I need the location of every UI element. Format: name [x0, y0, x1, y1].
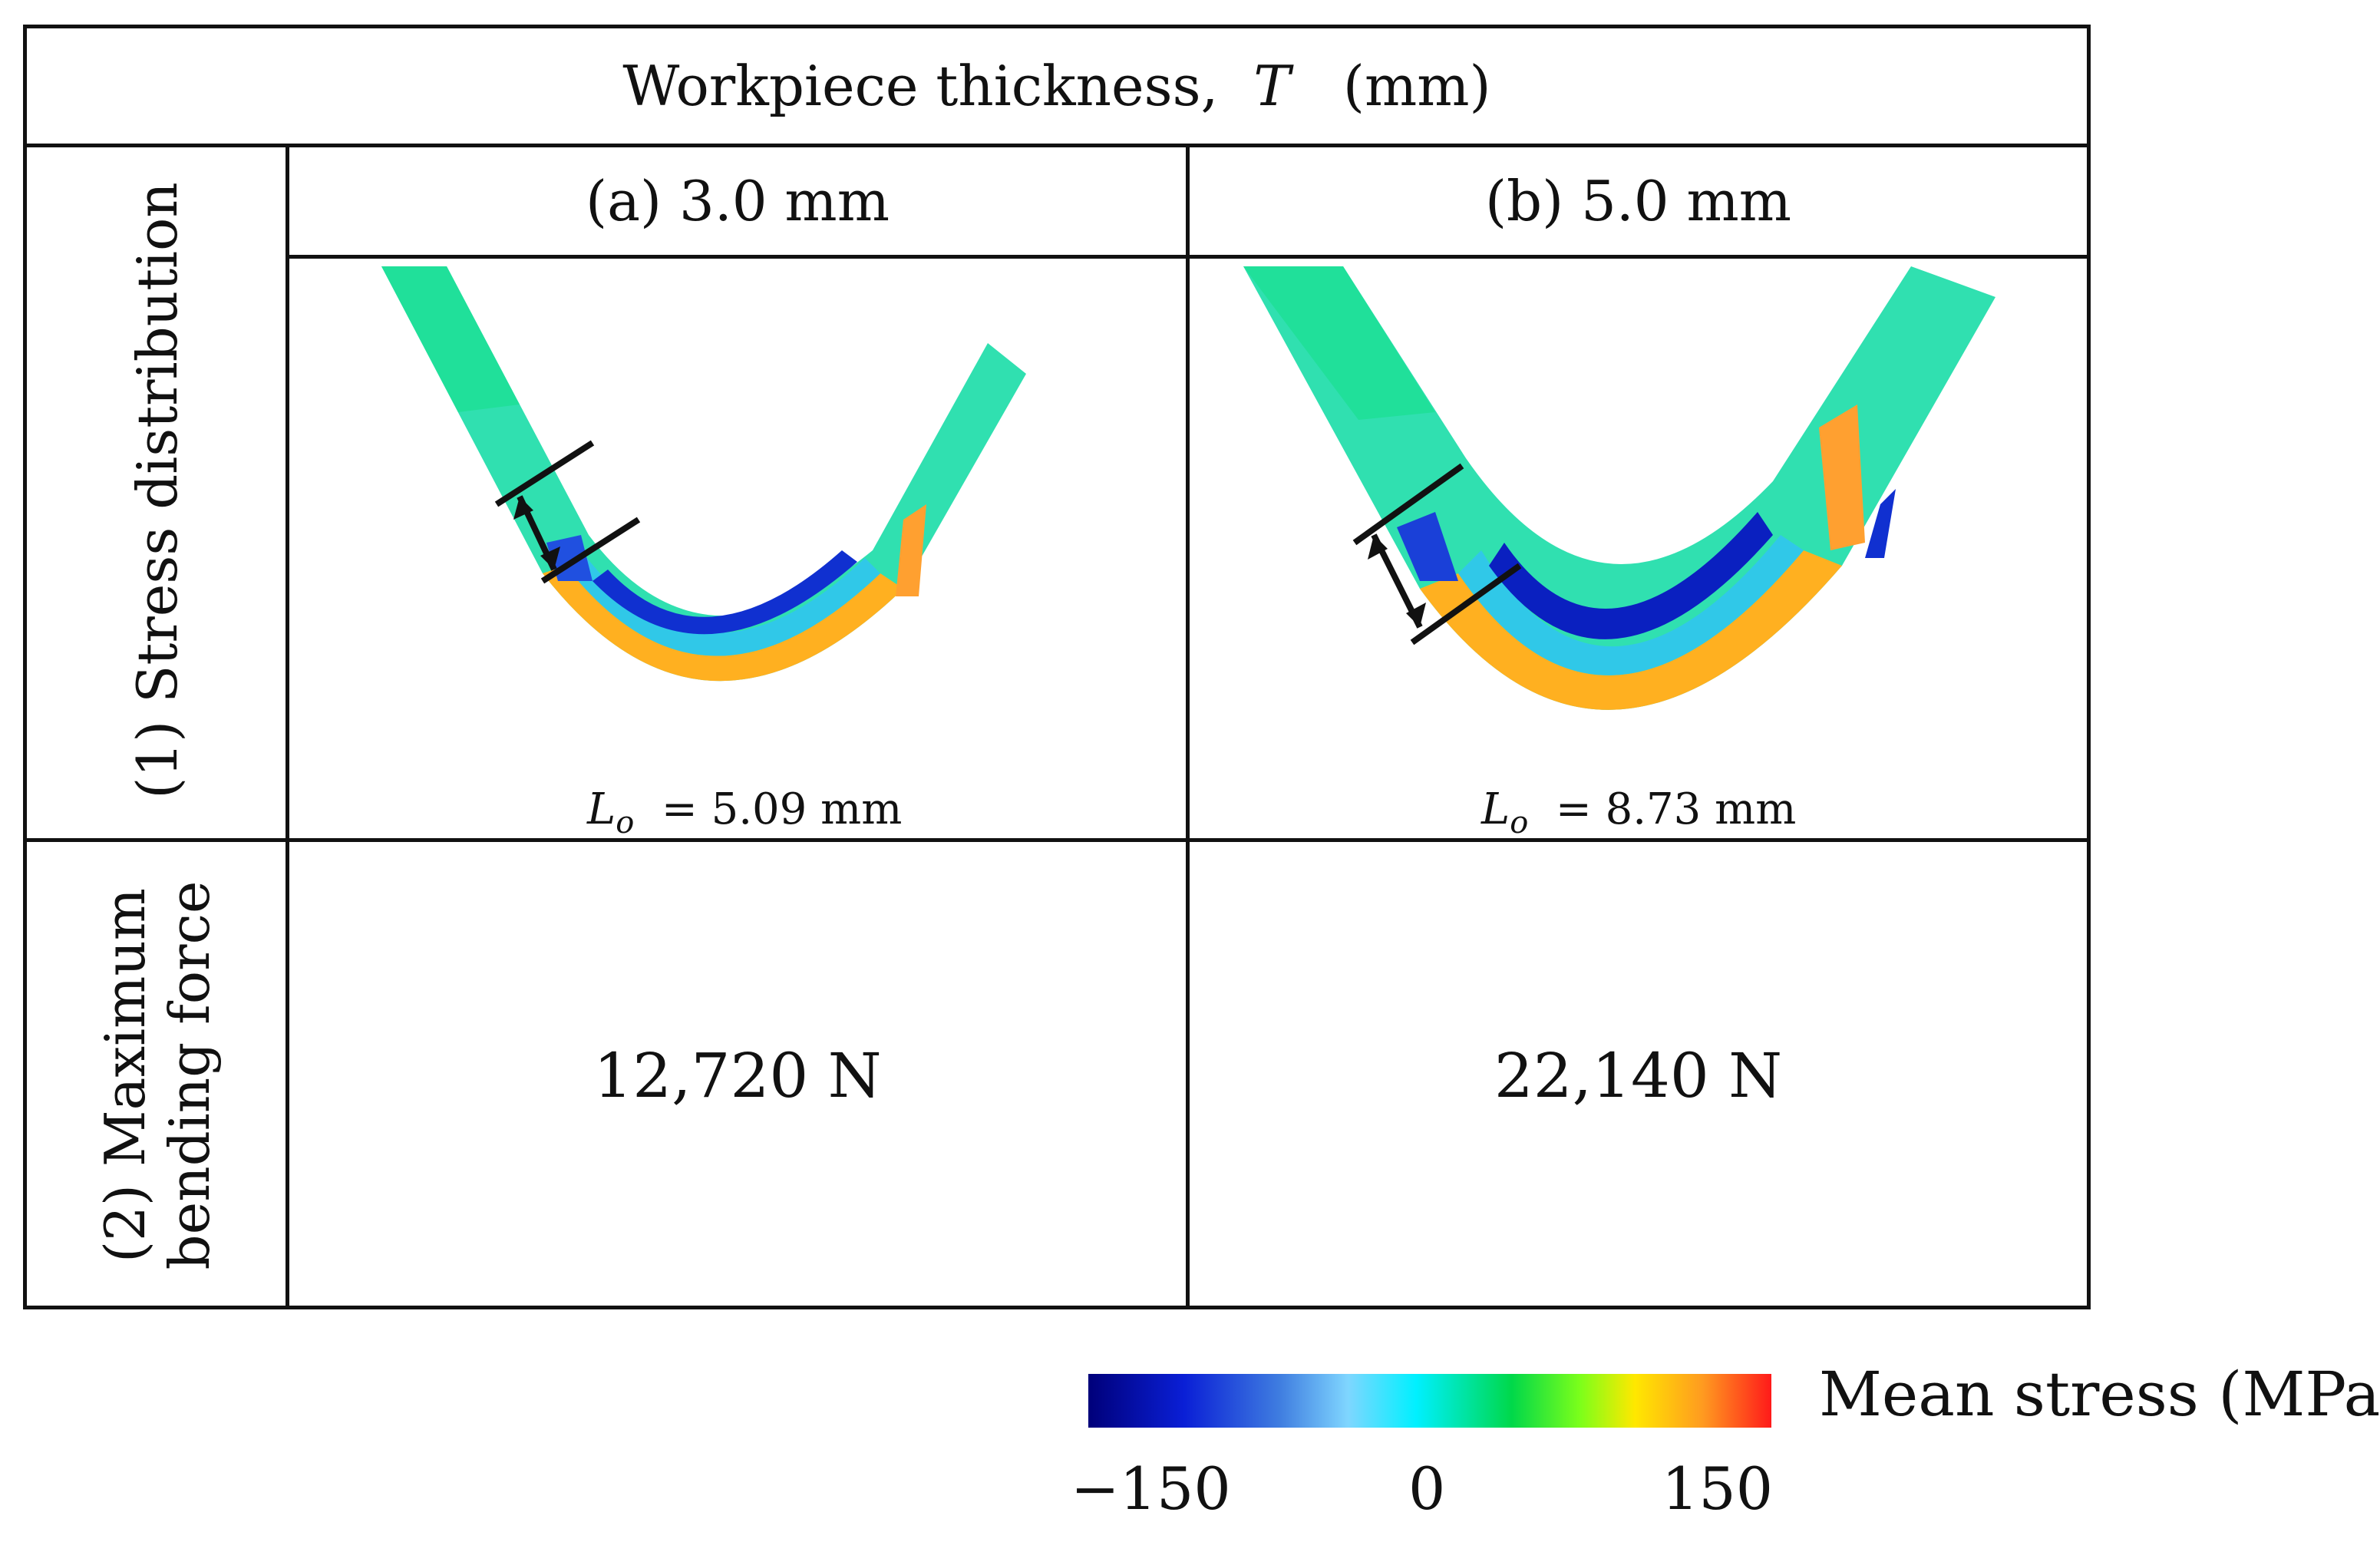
colorbar-tick-min: −150: [1071, 1454, 1231, 1523]
colorbar-title: Mean stress (MPa): [1819, 1359, 2380, 1430]
stress-plot-b: [1243, 266, 1995, 710]
row-label-force-line1: (2) Maximum: [93, 887, 157, 1263]
lo-symbol-a: L: [587, 784, 616, 834]
column-header-b-text: (b) 5.0 mm: [1484, 169, 1792, 233]
max-force-b-text: 22,140 N: [1494, 1040, 1783, 1111]
row-divider: [27, 838, 2087, 842]
column-header-a: (a) 3.0 mm: [289, 147, 1186, 255]
column-header-b: (b) 5.0 mm: [1190, 147, 2087, 255]
label-column-divider: [286, 144, 289, 1309]
column-header-a-text: (a) 3.0 mm: [586, 169, 890, 233]
colorbar: [1088, 1374, 1771, 1428]
length-marker-a: [494, 440, 641, 584]
workpiece-shape-a: [381, 266, 1026, 682]
lo-sub-a: o: [616, 805, 635, 841]
row-label-stress-text: (1) Stress distribution: [125, 182, 190, 799]
lo-label-a: Lo = 5.09 mm: [587, 784, 902, 840]
title-divider: [27, 144, 2087, 147]
lo-symbol-b: L: [1481, 784, 1510, 834]
max-force-a-text: 12,720 N: [593, 1040, 882, 1111]
header-divider: [286, 255, 2087, 259]
length-marker-b: [1352, 463, 1522, 646]
stress-plot-a: [381, 266, 1026, 682]
row-label-force: (2) Maximum bending force: [93, 768, 222, 1382]
lo-value-b: = 8.73 mm: [1555, 784, 1797, 834]
title-prefix: Workpiece thickness,: [622, 54, 1219, 118]
workpiece-shape-b: [1243, 266, 1995, 710]
colorbar-tick-zero: 0: [1408, 1454, 1446, 1523]
row-label-stress: (1) Stress distribution: [125, 145, 190, 836]
max-force-b: 22,140 N: [1190, 842, 2087, 1309]
results-table: Workpiece thickness, T (mm) (1) Stress d…: [23, 25, 2091, 1309]
title-unit: (mm): [1342, 54, 1491, 118]
lo-value-a: = 5.09 mm: [661, 784, 903, 834]
lo-label-b: Lo = 8.73 mm: [1481, 784, 1796, 840]
table-title: Workpiece thickness, T (mm): [27, 28, 2087, 144]
title-symbol: T: [1253, 54, 1291, 118]
column-divider: [1186, 144, 1190, 1309]
max-force-a: 12,720 N: [289, 842, 1186, 1309]
row-label-force-line2: bending force: [157, 880, 222, 1270]
lo-sub-b: o: [1510, 805, 1529, 841]
colorbar-tick-max: 150: [1662, 1454, 1774, 1523]
